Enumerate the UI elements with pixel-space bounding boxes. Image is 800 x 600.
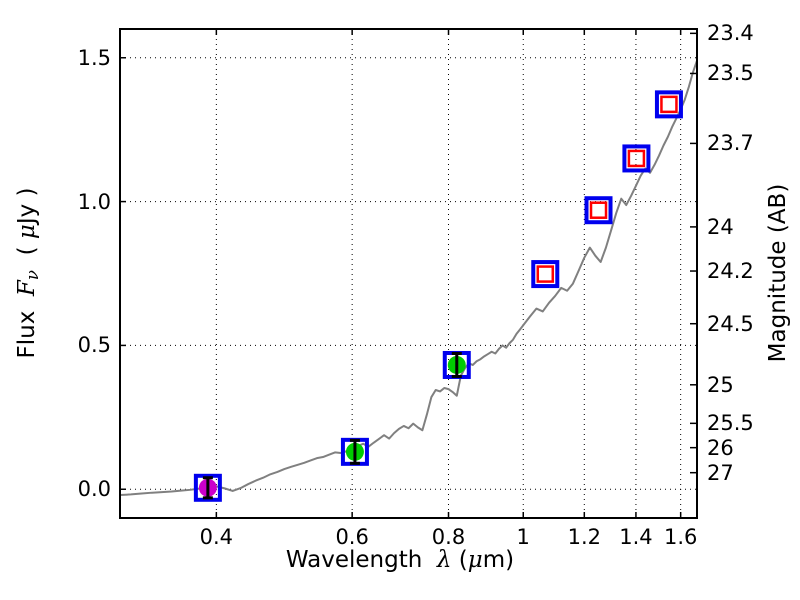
data-point-marker — [193, 473, 222, 502]
right-axis-title: Magnitude (AB) — [765, 183, 791, 363]
axes-frame — [119, 28, 698, 519]
x-tick-label: 1.6 — [663, 525, 698, 549]
data-point-marker — [622, 144, 651, 173]
data-markers — [193, 90, 683, 502]
spectrum-line — [119, 59, 698, 496]
right-axis-tick-label: 23.5 — [707, 61, 754, 86]
data-point-marker — [442, 350, 471, 379]
axis-ticks — [120, 29, 697, 518]
grid-layer — [120, 29, 697, 518]
y-tick-label: 0.0 — [77, 477, 111, 502]
right-axis-tick-label: 24.5 — [707, 311, 754, 336]
right-axis-tick-label: 25.5 — [707, 411, 754, 436]
right-axis-tick-label: 24 — [707, 214, 734, 239]
right-axis-tick-label: 24.2 — [707, 259, 754, 284]
x-tick-label: 0.8 — [431, 525, 466, 549]
y-axis-title: Flux Fν ( μJy ) — [13, 187, 43, 359]
x-tick-label: 0.4 — [199, 525, 234, 549]
data-point-marker — [654, 90, 683, 119]
data-point-marker — [531, 260, 560, 289]
x-tick-label: 0.6 — [335, 525, 369, 549]
data-point-marker — [584, 196, 613, 225]
y-tick-label: 1.0 — [77, 189, 111, 214]
x-tick-label: 1.2 — [567, 525, 601, 549]
right-axis-tick-label: 26 — [707, 435, 734, 460]
y-tick-label: 1.5 — [77, 45, 111, 70]
right-axis-tick-label: 25 — [707, 372, 734, 397]
x-axis-title: Wavelength λ (μm) — [285, 547, 515, 573]
data-point-marker — [340, 437, 369, 466]
right-axis-tick-label: 23.7 — [707, 131, 754, 156]
x-tick-label: 1.4 — [619, 525, 653, 549]
y-tick-label: 0.5 — [77, 333, 111, 358]
right-axis-tick-label: 27 — [707, 460, 734, 485]
x-tick-label: 1 — [516, 525, 530, 549]
right-axis-tick-label: 23.4 — [707, 21, 754, 46]
